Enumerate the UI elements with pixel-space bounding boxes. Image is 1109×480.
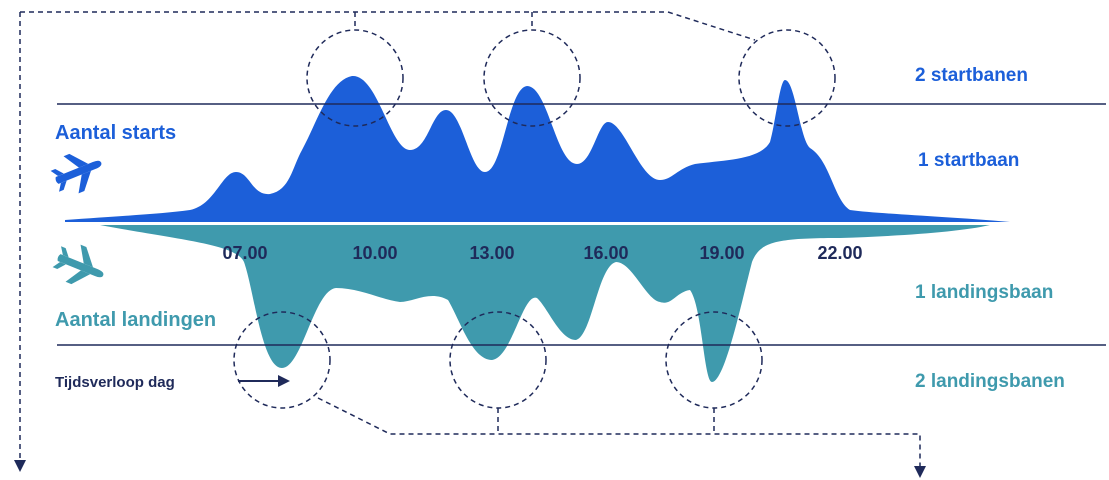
airplane-landing-icon xyxy=(52,244,104,285)
time-flow-arrow-icon xyxy=(278,375,290,387)
peak-circle-landings-1 xyxy=(233,311,331,409)
starts-area xyxy=(65,75,1010,222)
time-tick-label: 16.00 xyxy=(583,243,628,263)
time-tick-label: 22.00 xyxy=(817,243,862,263)
two-landing-runways-label: 2 landingsbanen xyxy=(915,371,1065,392)
time-axis-labels: 07.00 10.00 13.00 16.00 19.00 22.00 xyxy=(222,243,862,263)
right-arrowhead-icon xyxy=(914,466,926,478)
left-arrowhead-icon xyxy=(14,460,26,472)
one-takeoff-runway-label: 1 startbaan xyxy=(918,150,1019,171)
bottom-connector xyxy=(317,397,921,466)
time-tick-label: 07.00 xyxy=(222,243,267,263)
peak-circle-starts-3 xyxy=(738,29,836,127)
starts-title: Aantal starts xyxy=(55,122,176,144)
time-tick-label: 19.00 xyxy=(699,243,744,263)
landings-area xyxy=(100,225,990,382)
landings-title: Aantal landingen xyxy=(55,309,216,331)
connector-lines xyxy=(19,11,921,466)
peak-circle-starts-2 xyxy=(483,29,581,127)
peak-circle-starts-1 xyxy=(306,29,404,127)
two-takeoff-runways-label: 2 startbanen xyxy=(915,65,1028,86)
one-landing-runway-label: 1 landingsbaan xyxy=(915,282,1053,303)
time-flow-label: Tijdsverloop dag xyxy=(55,374,175,391)
time-tick-label: 10.00 xyxy=(352,243,397,263)
top-connector xyxy=(20,11,756,41)
airplane-takeoff-icon xyxy=(50,153,102,194)
time-tick-label: 13.00 xyxy=(469,243,514,263)
